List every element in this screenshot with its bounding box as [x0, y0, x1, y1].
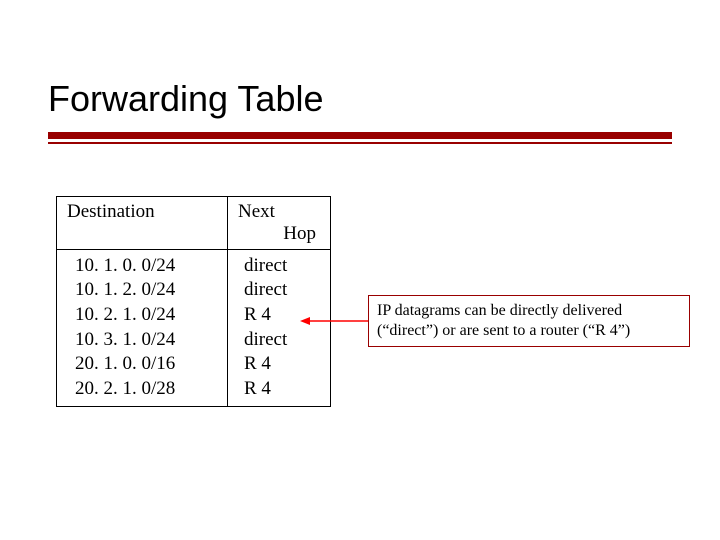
hop-value: direct: [238, 254, 320, 279]
header-nexthop-line1: Next: [238, 201, 320, 223]
hop-value: R 4: [238, 377, 320, 402]
destination-cell: 10. 1. 0. 0/24 10. 1. 2. 0/24 10. 2. 1. …: [57, 249, 228, 406]
dest-value: 20. 2. 1. 0/28: [67, 377, 217, 402]
header-destination-text: Destination: [67, 201, 155, 222]
dest-value: 10. 3. 1. 0/24: [67, 328, 217, 353]
col-header-destination: Destination: [57, 197, 228, 250]
hop-value: direct: [238, 328, 320, 353]
col-header-next-hop: Next Hop: [228, 197, 331, 250]
dest-value: 10. 1. 2. 0/24: [67, 278, 217, 303]
table-body-row: 10. 1. 0. 0/24 10. 1. 2. 0/24 10. 2. 1. …: [57, 249, 331, 406]
hop-value: direct: [238, 278, 320, 303]
dest-value: 10. 2. 1. 0/24: [67, 303, 217, 328]
slide: Forwarding Table Destination Next Hop 10…: [0, 0, 720, 540]
header-nexthop-line2: Hop: [238, 223, 320, 245]
dest-value: 20. 1. 0. 0/16: [67, 352, 217, 377]
forwarding-table: Destination Next Hop 10. 1. 0. 0/24 10. …: [56, 196, 331, 407]
arrow-icon: [300, 314, 368, 328]
dest-value: 10. 1. 0. 0/24: [67, 254, 217, 279]
hop-value: R 4: [238, 352, 320, 377]
page-title: Forwarding Table: [48, 78, 323, 120]
title-underline-thin: [48, 142, 672, 144]
callout-text: IP datagrams can be directly delivered (…: [377, 302, 630, 339]
callout-box: IP datagrams can be directly delivered (…: [368, 295, 690, 347]
title-underline-thick: [48, 132, 672, 139]
table-header-row: Destination Next Hop: [57, 197, 331, 250]
